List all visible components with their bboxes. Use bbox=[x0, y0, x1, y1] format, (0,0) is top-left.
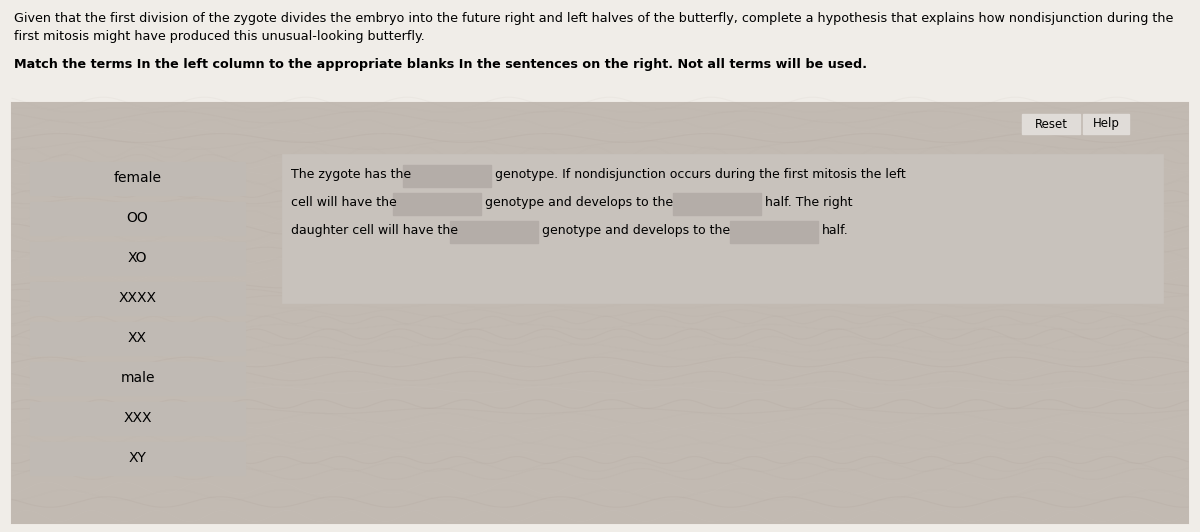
Bar bbox=[30, 402, 245, 435]
Text: Help: Help bbox=[1092, 118, 1120, 130]
Text: cell will have the: cell will have the bbox=[292, 196, 397, 209]
Text: first mitosis might have produced this unusual-looking butterfly.: first mitosis might have produced this u… bbox=[14, 30, 425, 43]
Text: XX: XX bbox=[128, 331, 148, 345]
Bar bbox=[1084, 114, 1129, 134]
Text: OO: OO bbox=[127, 212, 149, 226]
Text: XXX: XXX bbox=[124, 411, 151, 426]
Text: Reset: Reset bbox=[1034, 118, 1068, 130]
Text: XO: XO bbox=[127, 252, 148, 265]
Bar bbox=[403, 165, 491, 187]
Text: XXXX: XXXX bbox=[119, 292, 156, 305]
Text: daughter cell will have the: daughter cell will have the bbox=[292, 224, 458, 237]
Bar bbox=[12, 103, 1188, 523]
Bar bbox=[1022, 114, 1080, 134]
Bar bbox=[30, 442, 245, 475]
Bar bbox=[30, 282, 245, 315]
Text: genotype and develops to the: genotype and develops to the bbox=[485, 196, 673, 209]
Text: Match the terms In the left column to the appropriate blanks In the sentences on: Match the terms In the left column to th… bbox=[14, 58, 866, 71]
Text: The zygote has the: The zygote has the bbox=[292, 168, 412, 181]
Text: half.: half. bbox=[822, 224, 848, 237]
Bar bbox=[30, 162, 245, 195]
Text: male: male bbox=[120, 371, 155, 386]
Bar bbox=[30, 322, 245, 355]
Text: genotype. If nondisjunction occurs during the first mitosis the left: genotype. If nondisjunction occurs durin… bbox=[496, 168, 906, 181]
Text: Given that the first division of the zygote divides the embryo into the future r: Given that the first division of the zyg… bbox=[14, 12, 1174, 25]
Bar bbox=[673, 193, 761, 215]
Text: half. The right: half. The right bbox=[766, 196, 852, 209]
Text: XY: XY bbox=[128, 452, 146, 466]
Bar bbox=[30, 242, 245, 275]
Bar bbox=[394, 193, 481, 215]
Bar bbox=[450, 221, 538, 243]
Bar bbox=[283, 155, 1163, 303]
Text: female: female bbox=[114, 171, 162, 186]
Text: genotype and develops to the: genotype and develops to the bbox=[542, 224, 730, 237]
Bar bbox=[730, 221, 818, 243]
Bar bbox=[30, 362, 245, 395]
Bar bbox=[30, 202, 245, 235]
